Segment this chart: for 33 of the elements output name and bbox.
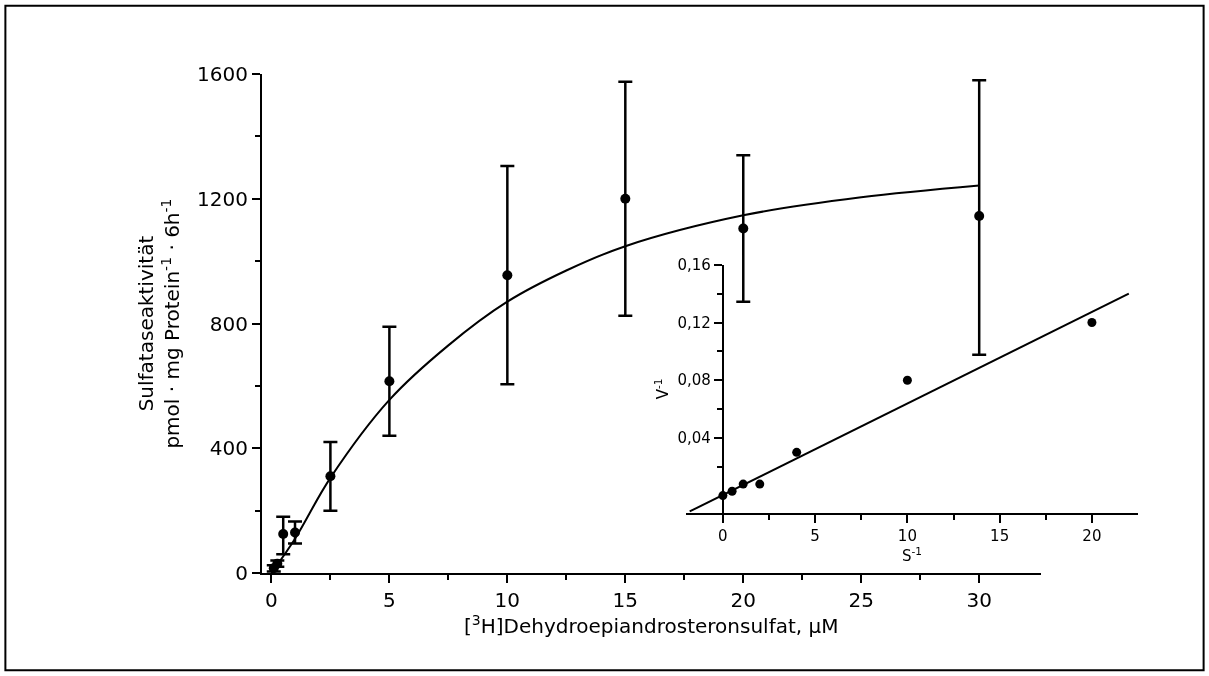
point (755, 479, 765, 489)
y-tick-label: 0,08 (677, 371, 711, 390)
x-tick-label: 10 (494, 588, 521, 612)
x-tick-label: 5 (383, 588, 396, 612)
x-tick-label: 10 (897, 526, 917, 545)
x-tick-label: 25 (848, 588, 874, 612)
x-tick-label: 20 (730, 588, 756, 612)
point (1087, 318, 1097, 328)
x-tick-label: 0 (718, 526, 728, 545)
point (502, 270, 513, 281)
y-tick-label: 1600 (197, 62, 248, 87)
x-tick-label: 20 (1082, 526, 1102, 545)
point (278, 529, 289, 540)
y-tick-label: 0 (235, 561, 248, 585)
y-tick-label: 800 (209, 311, 248, 336)
y-tick-label: 0,16 (677, 256, 711, 275)
y-tick-label: 1200 (197, 186, 248, 211)
y-tick-label: 0,04 (677, 429, 711, 448)
x-axis-title: [$^{3}$H]Dehydroepiandrosteronsulfat, µM (464, 612, 839, 639)
x-axis-title: S$^{-1}$ (902, 544, 923, 566)
x-tick-label: 30 (966, 588, 992, 612)
x-tick-label: 5 (810, 526, 820, 545)
point (902, 375, 912, 385)
x-tick-label: 15 (990, 526, 1010, 545)
x-tick-label: 0 (265, 588, 278, 612)
point (792, 447, 802, 457)
point (384, 376, 395, 387)
x-tick-label: 15 (612, 588, 639, 612)
y-tick-label: 400 (209, 436, 248, 461)
point (974, 210, 985, 221)
point (738, 223, 749, 234)
point (620, 193, 631, 204)
y-tick-label: 0,12 (677, 313, 711, 332)
